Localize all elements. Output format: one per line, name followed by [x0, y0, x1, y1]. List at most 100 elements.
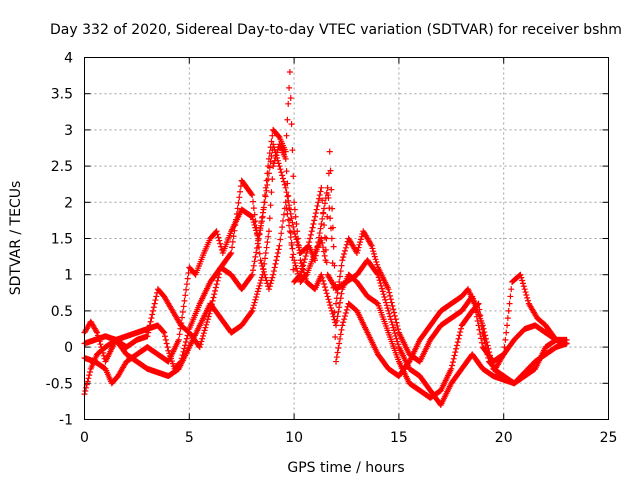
data-point: [201, 327, 208, 334]
data-point: [299, 265, 306, 272]
data-point: [391, 327, 398, 334]
data-point: [280, 211, 287, 218]
data-point: [273, 257, 280, 264]
data-point: [387, 292, 394, 299]
data-point: [214, 277, 221, 284]
data-point: [215, 274, 222, 281]
data-point: [489, 362, 496, 369]
data-point: [357, 239, 364, 246]
data-point: [319, 215, 326, 222]
data-point: [230, 233, 237, 240]
data-point: [265, 286, 272, 293]
data-point: [255, 285, 262, 292]
data-point: [504, 315, 511, 322]
data-point: [478, 339, 485, 346]
data-point: [263, 244, 270, 251]
data-point: [309, 224, 316, 231]
data-point: [355, 244, 362, 251]
data-point: [320, 277, 327, 284]
data-point: [279, 224, 286, 231]
data-point: [378, 285, 385, 292]
y-tick-label: 3.5: [51, 87, 73, 103]
data-point: [256, 282, 263, 289]
data-point: [250, 198, 257, 205]
data-point: [291, 230, 298, 237]
data-point: [333, 354, 340, 361]
data-point: [501, 344, 508, 351]
data-point: [215, 234, 222, 241]
data-point: [260, 266, 267, 273]
data-point: [286, 205, 293, 212]
data-point: [332, 333, 339, 340]
data-point: [212, 284, 219, 291]
data-point: [261, 260, 268, 267]
data-point: [251, 211, 258, 218]
data-point: [379, 288, 386, 295]
data-point: [517, 271, 524, 278]
y-tick-label: 0.5: [51, 304, 73, 320]
data-point: [199, 335, 206, 342]
data-point: [394, 322, 401, 329]
data-point: [521, 286, 528, 293]
data-point: [276, 163, 283, 170]
data-point: [271, 157, 278, 164]
data-point: [175, 336, 182, 343]
data-point: [327, 305, 334, 312]
y-tick-label: 0: [64, 340, 73, 356]
data-point: [216, 267, 223, 274]
data-point: [280, 175, 287, 182]
data-point: [302, 272, 309, 279]
data-point: [210, 294, 217, 301]
data-point: [353, 249, 360, 256]
data-point: [454, 339, 461, 346]
data-point: [333, 295, 340, 302]
data-point: [504, 322, 511, 329]
data-point: [96, 338, 103, 345]
plot-frame: [84, 57, 609, 420]
data-point: [297, 271, 304, 278]
data-point: [248, 190, 255, 197]
data-point: [255, 244, 262, 251]
data-point: [377, 280, 384, 287]
data-point: [333, 317, 340, 324]
data-point: [313, 206, 320, 213]
data-point: [290, 173, 297, 180]
data-point: [286, 84, 293, 91]
data-point: [317, 188, 324, 195]
data-point: [258, 260, 265, 267]
data-point: [476, 326, 483, 333]
data-point: [82, 387, 89, 394]
data-point: [388, 319, 395, 326]
data-point: [381, 293, 388, 300]
data-point: [300, 262, 307, 269]
data-point: [99, 349, 106, 356]
data-point: [325, 192, 332, 199]
data-point: [237, 188, 244, 195]
data-point: [390, 324, 397, 331]
data-point: [258, 277, 265, 284]
data-point: [485, 345, 492, 352]
data-point: [321, 234, 328, 241]
data-point: [318, 235, 325, 242]
data-point: [284, 210, 291, 217]
data-point: [391, 330, 398, 337]
data-point: [339, 322, 346, 329]
data-point: [326, 148, 333, 155]
data-point: [183, 335, 190, 342]
data-point: [389, 321, 396, 328]
data-point: [376, 277, 383, 284]
data-point: [507, 293, 514, 300]
data-point: [266, 164, 273, 171]
data-point: [312, 210, 319, 217]
data-point: [486, 352, 493, 359]
data-point: [272, 260, 279, 267]
data-point: [298, 268, 305, 275]
data-point: [262, 193, 269, 200]
data-point: [506, 300, 513, 307]
x-tick-label: 15: [390, 430, 408, 446]
data-point: [289, 245, 296, 252]
data-point: [524, 294, 531, 301]
data-point: [286, 222, 293, 229]
data-point: [392, 332, 399, 339]
data-point: [274, 249, 281, 256]
